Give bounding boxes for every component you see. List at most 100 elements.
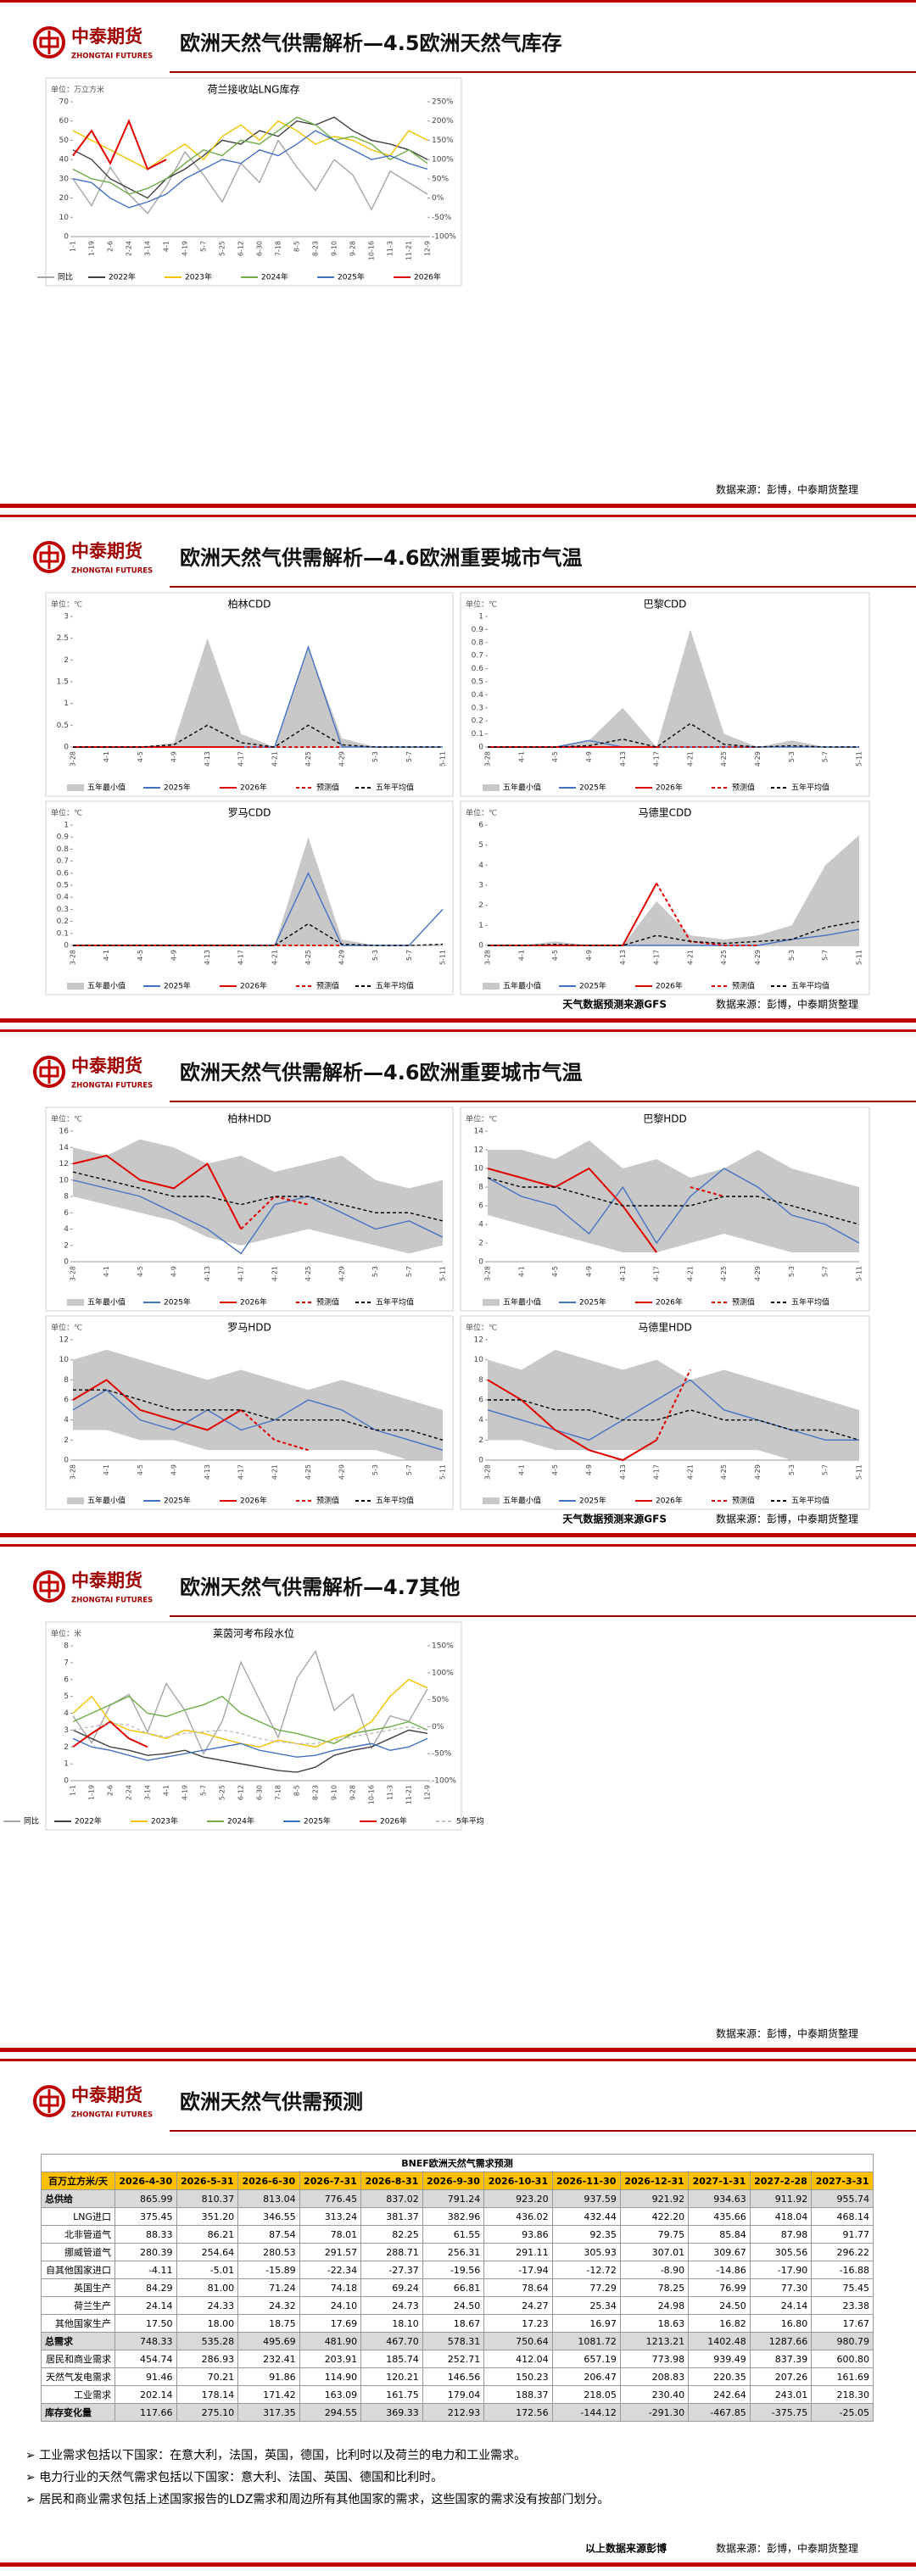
x-tick-label: 4-9 [170,1464,177,1475]
slide: 中泰期货 ZHONGTAI FUTURES 欧洲天然气供需解析—4.7其他 数据来源：… [0,1544,916,2053]
x-tick-label: 5-7 [822,1266,829,1277]
brand-en: ZHONGTAI FUTURES [71,53,153,61]
table-cell: 78.25 [619,2278,690,2297]
table-cell: 252.71 [422,2350,485,2368]
table-cell: 939.49 [688,2350,751,2368]
unit-label: 单位：万立方米 [51,85,104,95]
y-tick-label: 30 [59,175,70,183]
chart-title: 柏林CDD [228,598,271,611]
slide: 中泰期货 ZHONGTAI FUTURES 欧洲天然气供需解析—4.6欧洲重要城市气… [0,1029,916,1538]
table-cell: 74.18 [299,2278,362,2297]
table-cell: 305.93 [551,2243,621,2261]
table-cell: 578.31 [422,2332,485,2350]
series-line [72,1729,428,1773]
x-tick-label: 4-13 [204,950,211,965]
table-cell: 24.33 [176,2296,239,2315]
table-cell: 934.63 [688,2189,751,2208]
table-title-row: BNEF欧洲天然气需求预测 [41,2154,874,2172]
table-cell: 79.75 [619,2225,690,2244]
x-tick-label: 3-28 [70,1266,77,1281]
legend-label: 2025年 [164,1297,191,1308]
y-tick-label: 7 [64,1659,69,1667]
table-cell: 773.98 [619,2350,690,2368]
y-tick-label: 8 [64,1193,69,1202]
series-line [72,120,428,170]
y2-tick-label: -50% [432,214,452,222]
legend-label: 预测值 [732,1496,755,1506]
y-tick-label: 0.3 [57,906,69,914]
series-line [72,1678,428,1748]
series-line [72,130,428,209]
table-cell: 120.21 [360,2367,423,2386]
series-line [72,139,428,215]
y2-tick-label: 100% [432,156,454,164]
header-rule [170,71,916,73]
x-tick-label: 4-5 [551,1464,559,1475]
y2-tick-label: 100% [432,1669,454,1677]
legend-label: 2023年 [185,272,212,282]
legend-swatch [67,1299,84,1306]
table-cell: 87.98 [749,2225,813,2244]
x-tick-label: 7-18 [275,241,282,256]
legend-label: 2025年 [579,1297,606,1308]
legend-label: 2025年 [338,272,365,282]
chart-frame [460,592,870,797]
series-line [72,1179,444,1255]
x-tick-label: 4-21 [271,1464,278,1480]
y-tick-label: 2 [64,656,69,665]
table-cell: 1213.21 [619,2332,690,2350]
y-tick-label: 2 [478,1436,483,1445]
y-tick-label: 12 [59,1160,69,1168]
row-label: 工业需求 [41,2385,115,2404]
y2-tick-label: 150% [432,1642,454,1651]
table-cell: 921.92 [619,2189,690,2208]
table-cell: 114.90 [299,2367,362,2386]
x-tick-label: 4-25 [304,751,312,767]
x-tick-label: 4-13 [204,1464,211,1480]
table-cell: 146.56 [422,2367,485,2386]
table-cell: 454.74 [114,2350,177,2368]
x-tick-label: 4-19 [182,241,189,256]
table-cell: 17.50 [114,2314,177,2333]
x-tick-label: 4-17 [237,950,245,965]
chart-frame [45,800,454,995]
table-cell: 291.11 [483,2243,553,2261]
top-rule [0,2059,916,2061]
y-tick-label: 0 [478,1457,483,1465]
x-tick-label: 2-24 [126,241,133,256]
x-tick-label: 11-21 [405,241,413,260]
x-tick-label: 4-5 [137,1266,144,1277]
x-tick-label: 10-16 [368,1785,376,1804]
x-tick-label: 6-30 [256,241,264,256]
x-tick-label: 11-21 [405,1785,413,1804]
legend-label: 2026年 [240,783,267,793]
table-cell: 188.37 [483,2385,553,2404]
legend-label: 五年最小值 [87,1297,126,1308]
x-tick-label: 5-11 [439,1464,447,1480]
x-tick-label: 3-28 [484,1266,492,1281]
x-tick-label: 9-28 [349,241,357,256]
table-cell: 600.80 [811,2350,874,2368]
x-tick-label: 1-19 [88,241,96,256]
x-tick-label: 4-17 [653,1266,661,1281]
x-tick-label: 11-3 [387,1785,394,1800]
table-cell: 24.14 [749,2296,813,2315]
table-cell: -8.90 [619,2261,690,2279]
y-tick-label: 10 [59,1356,70,1364]
legend-label: 2026年 [240,981,267,991]
x-tick-label: 3-28 [484,950,492,965]
x-tick-label: 5-7 [405,1464,413,1475]
table-cell: 467.70 [360,2332,423,2350]
x-tick-label: 8-23 [312,1785,320,1800]
brand-en: ZHONGTAI FUTURES [71,2111,153,2120]
y-tick-label: 0.8 [472,638,484,647]
slide-canvas: 中泰期货 ZHONGTAI FUTURES 欧洲天然气供需解析—4.5欧洲天然气库存… [0,0,916,508]
table-cell: -22.34 [299,2261,362,2279]
row-label: 总需求 [41,2332,115,2350]
table-cell: 481.90 [299,2332,362,2350]
y-tick-label: 2 [64,1436,69,1445]
top-rule [0,515,916,517]
y-tick-label: 0.5 [57,882,69,890]
x-tick-label: 5-3 [371,950,379,961]
row-label: 其他国家生产 [41,2314,115,2333]
